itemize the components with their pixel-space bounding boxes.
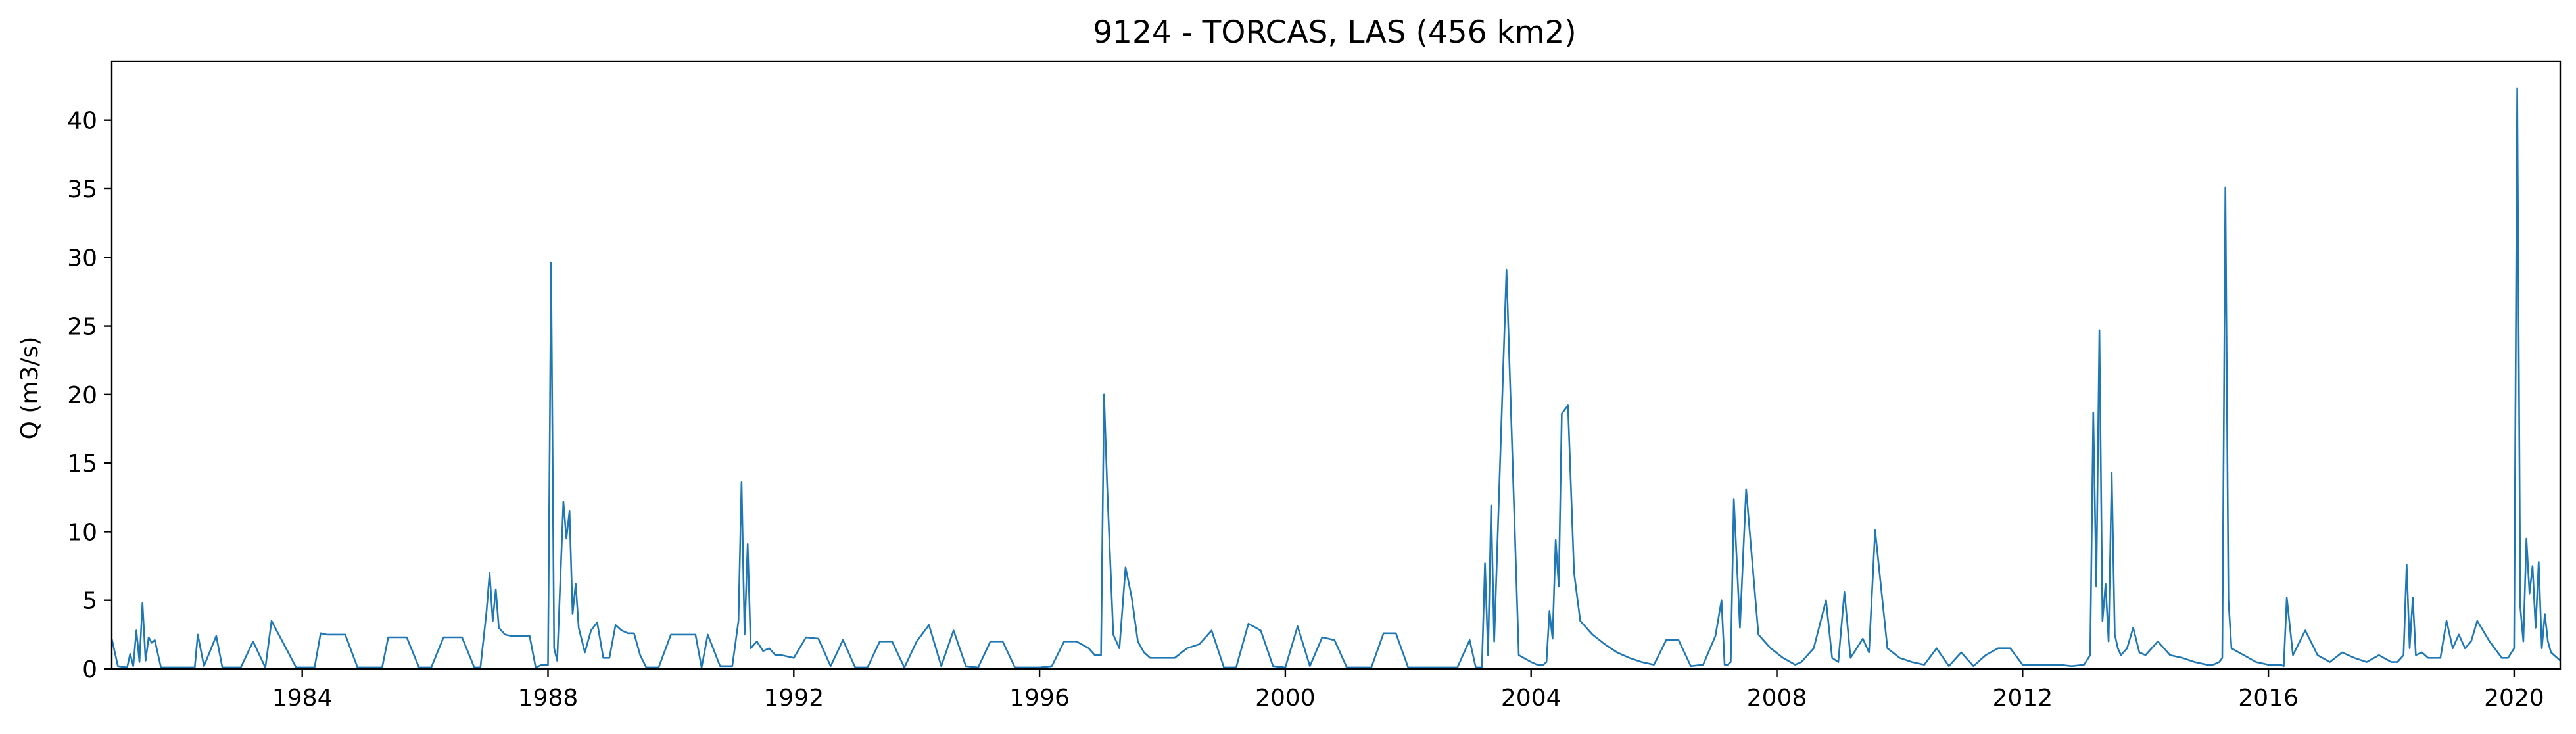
plot-area-frame [110,60,2562,670]
x-tick-label: 2008 [1747,685,1807,712]
discharge-series-line [110,87,2561,669]
x-tick-label: 2000 [1255,685,1316,712]
y-tick-label: 40 [67,108,97,135]
x-tick-label: 2004 [1501,685,1562,712]
chart-title: 9124 - TORCAS, LAS (456 km2) [1093,14,1577,51]
x-tick-label: 1996 [1009,685,1070,712]
y-axis-label: Q (m3/s) [16,337,43,440]
y-tick-label: 5 [82,588,97,615]
x-tick-label: 2020 [2484,685,2544,712]
y-tick-label: 15 [67,451,97,477]
x-tick-label: 1992 [763,685,824,712]
y-tick-label: 20 [67,382,97,409]
y-axis-ticks: 0 5 10 15 20 25 30 35 40 [67,108,112,683]
y-tick-label: 30 [67,245,97,272]
x-axis-ticks: 1984 1988 1992 1996 2000 2004 2008 2012 2016 2020 [272,669,2544,712]
x-tick-label: 1988 [518,685,579,712]
x-tick-label: 2016 [2238,685,2299,712]
x-tick-label: 1984 [272,685,333,712]
x-tick-label: 2012 [1992,685,2053,712]
y-tick-label: 0 [82,656,97,683]
y-tick-label: 35 [67,176,97,203]
y-tick-label: 10 [67,519,97,546]
y-tick-label: 25 [67,314,97,341]
